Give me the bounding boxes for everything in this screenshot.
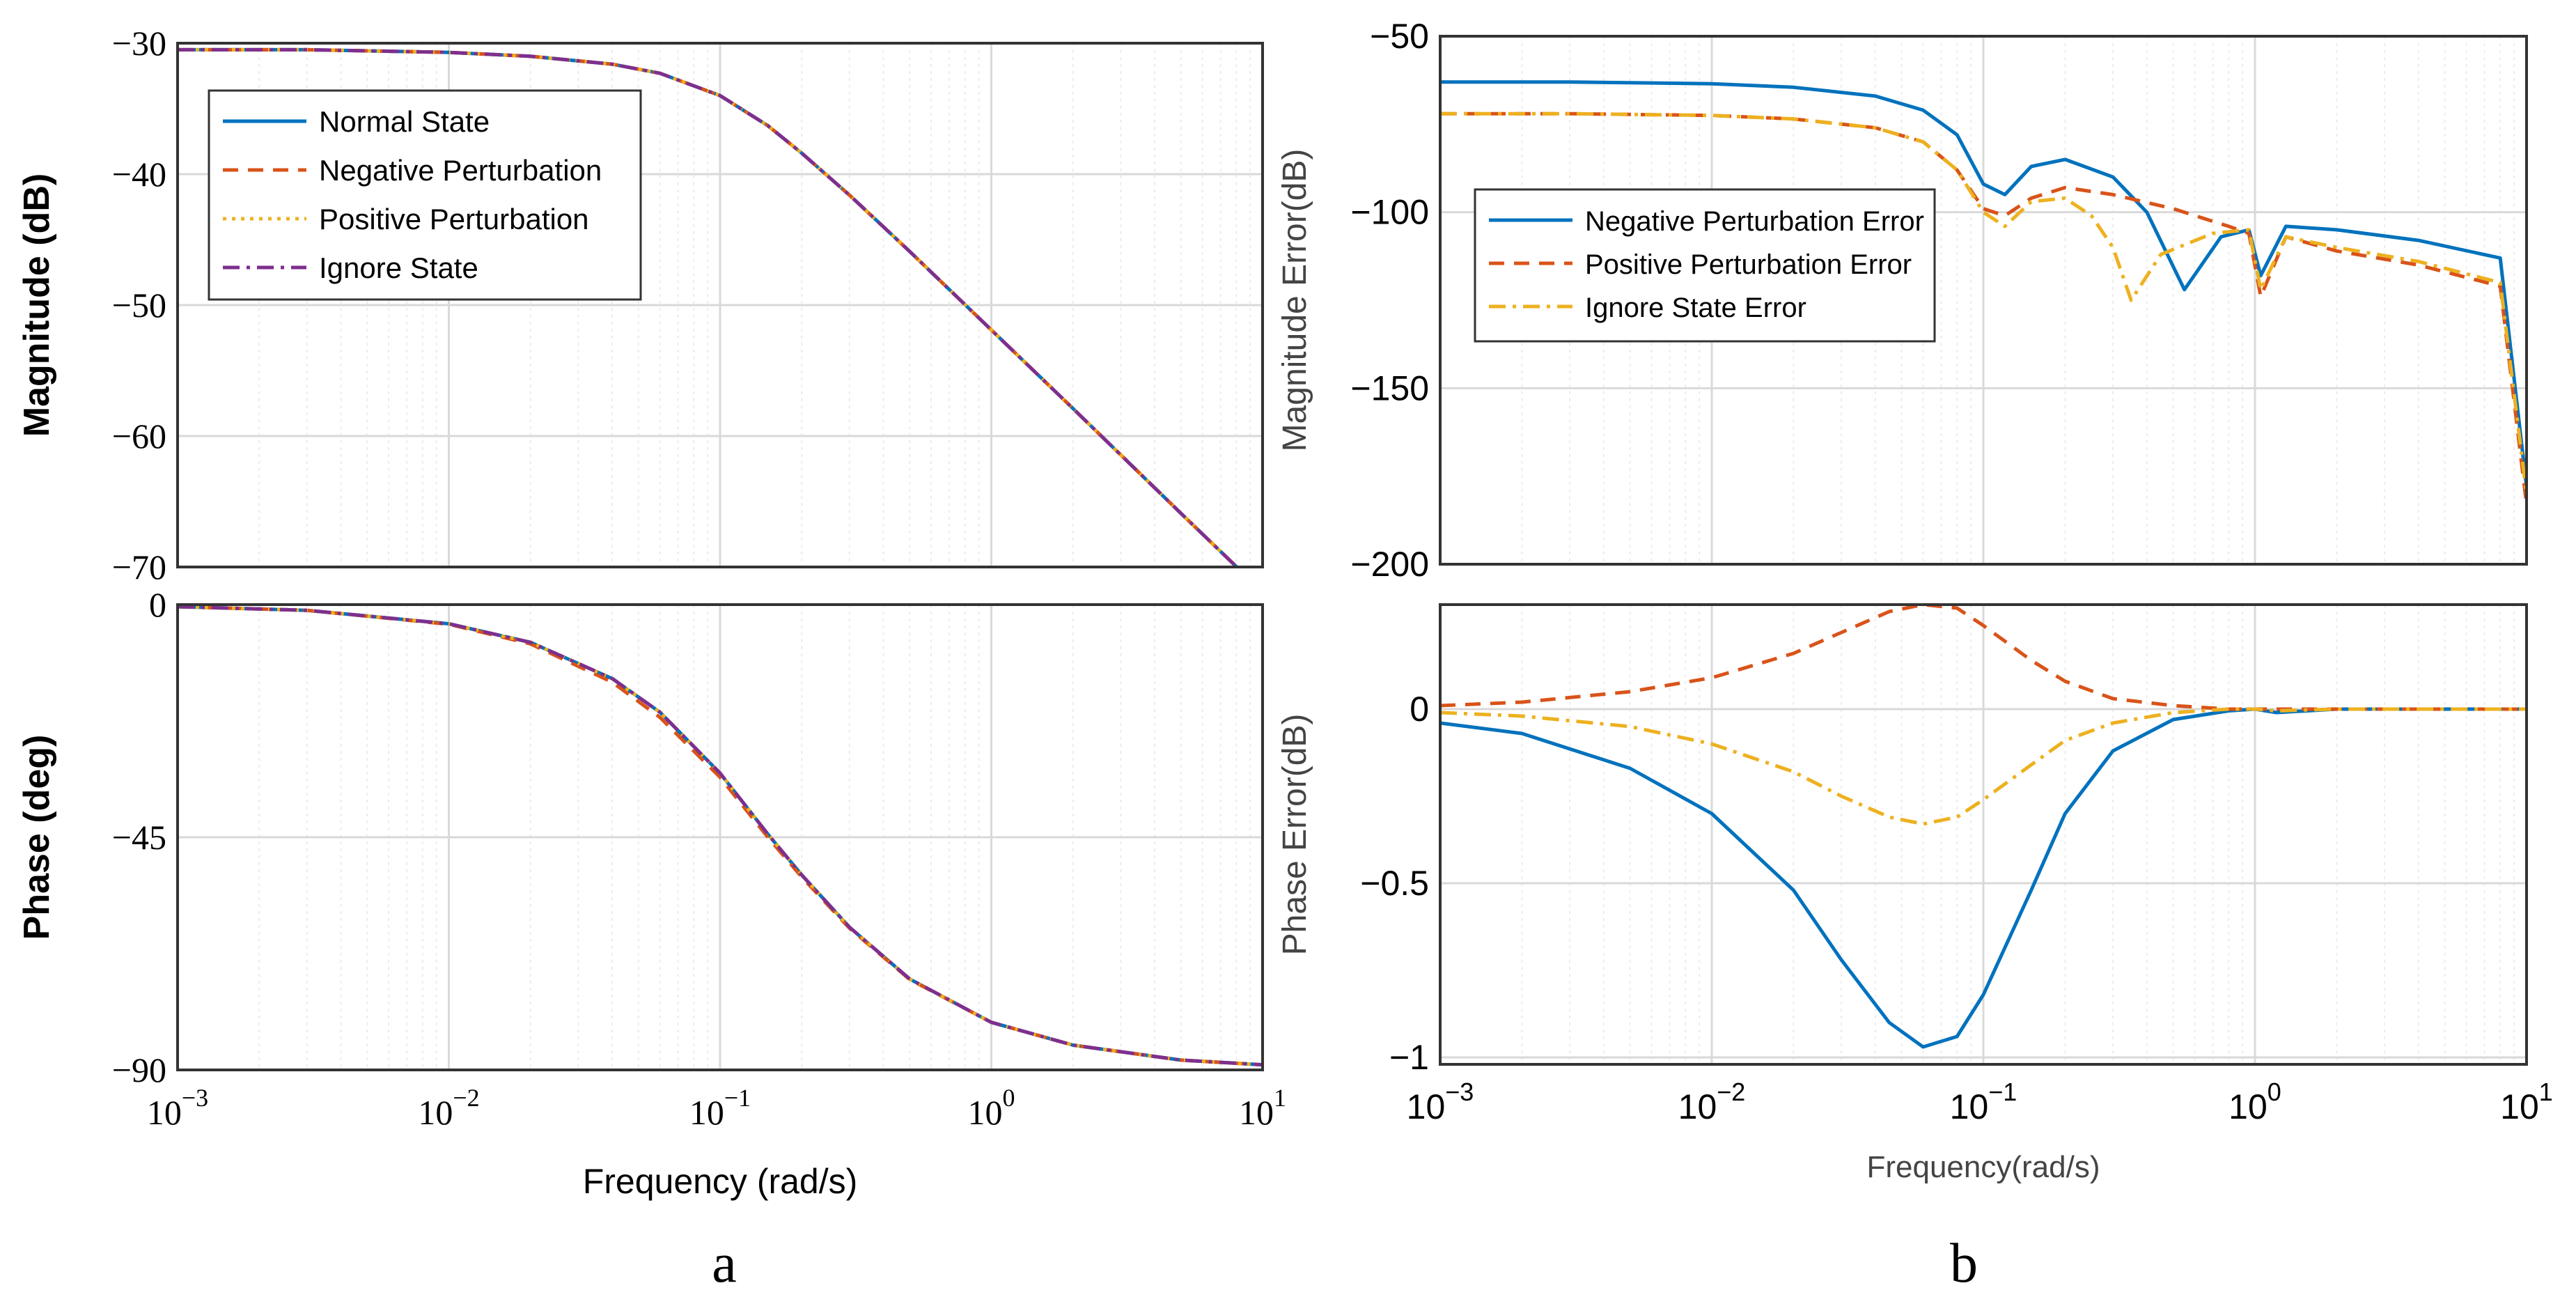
- x-tick-label: 10−2: [418, 1084, 479, 1132]
- legend-entry-label: Positive Perturbation: [319, 203, 589, 235]
- x-axis-label: Frequency(rad/s): [1866, 1150, 2100, 1184]
- y-tick-label: −45: [112, 818, 166, 857]
- x-tick-label: 100: [968, 1084, 1015, 1132]
- axes-frame: [176, 42, 1264, 568]
- x-tick-label: 10−1: [689, 1084, 751, 1132]
- y-tick-label: 0: [1410, 690, 1429, 729]
- axes-frame: [1439, 35, 2528, 566]
- series-line-ignore-state-error: [1440, 707, 2527, 826]
- chart-b-phase-error: 0 −0.5 −1 Phase Error(dB) 10−3 10−2 10−1 100 101…: [1277, 603, 2553, 1184]
- y-tick-label: −50: [1370, 17, 1429, 56]
- legend-entry-label: Normal State: [319, 105, 490, 138]
- x-tick-label: 10−3: [1407, 1078, 1474, 1126]
- y-tick-label: −90: [112, 1050, 166, 1089]
- y-tick-label: −60: [112, 417, 166, 456]
- legend-entry-label: Positive Perturbation Error: [1585, 249, 1912, 280]
- y-tick-label: −1: [1389, 1038, 1429, 1077]
- x-tick-label: 101: [1239, 1084, 1286, 1132]
- series-line-ignore-state: [178, 47, 1240, 567]
- x-tick-label: 101: [2500, 1078, 2553, 1126]
- x-tick-label: 10−1: [1950, 1078, 2017, 1126]
- y-tick-label: −70: [112, 547, 166, 587]
- y-tick-label: −30: [112, 24, 166, 63]
- panel-a: −30 −40 −50 −60 −70 Magnitude (dB) Normal Stat…: [17, 24, 1286, 1294]
- series-line-positive-perturbation-error: [1440, 605, 2527, 711]
- chart-a-magnitude: −30 −40 −50 −60 −70 Magnitude (dB) Normal Stat…: [17, 24, 1264, 587]
- series-line-negative-perturbation-error: [1440, 80, 2527, 488]
- y-tick-label: −100: [1350, 193, 1429, 232]
- x-tick-label: 10−2: [1678, 1078, 1746, 1126]
- panel-b: −50 −100 −150 −200 Magnitude Error(dB) Negati…: [1277, 17, 2553, 1294]
- legend-box: [208, 89, 642, 301]
- series-line-ignore-state-error: [1440, 111, 2527, 495]
- chart-a-phase: 0 −45 −90 Phase (deg) 10−3 10−2 10−1 100 101 Freq…: [17, 585, 1286, 1201]
- legend-entry-label: Ignore State Error: [1585, 293, 1806, 323]
- legend: Negative Perturbation Error Positive Pert…: [1474, 188, 1936, 343]
- x-axis-label: Frequency (rad/s): [583, 1162, 858, 1201]
- legend-entry-label: Negative Perturbation: [319, 154, 602, 187]
- chart-b-magnitude-error: −50 −100 −150 −200 Magnitude Error(dB) Negati…: [1277, 17, 2528, 584]
- legend-entry-label: Negative Perturbation Error: [1585, 206, 1924, 237]
- y-tick-label: −150: [1350, 368, 1429, 407]
- x-tick-label: 10−3: [147, 1084, 208, 1132]
- x-tick-label: 100: [2228, 1078, 2281, 1126]
- series-line-ignore-state: [178, 605, 1263, 1067]
- axes-frame: [1439, 603, 2528, 1066]
- y-tick-label: −200: [1350, 545, 1429, 584]
- y-tick-label: −0.5: [1360, 864, 1429, 903]
- caption-b: b: [1950, 1233, 1978, 1294]
- y-axis-label: Phase Error(dB): [1277, 714, 1313, 956]
- legend-entry-label: Ignore State: [319, 251, 478, 284]
- y-axis-label: Magnitude (dB): [17, 173, 57, 437]
- axes-frame: [176, 603, 1264, 1071]
- y-axis-label: Magnitude Error(dB): [1277, 149, 1313, 452]
- caption-a: a: [712, 1233, 737, 1294]
- series-line-negative-perturbation: [178, 605, 1263, 1067]
- legend-box: [1474, 188, 1936, 343]
- y-axis-label: Phase (deg): [17, 735, 57, 940]
- legend: Normal State Negative Perturbation Positiv…: [208, 89, 642, 301]
- y-tick-label: −50: [112, 286, 166, 325]
- y-tick-label: −40: [112, 155, 166, 194]
- y-tick-label: 0: [149, 585, 166, 624]
